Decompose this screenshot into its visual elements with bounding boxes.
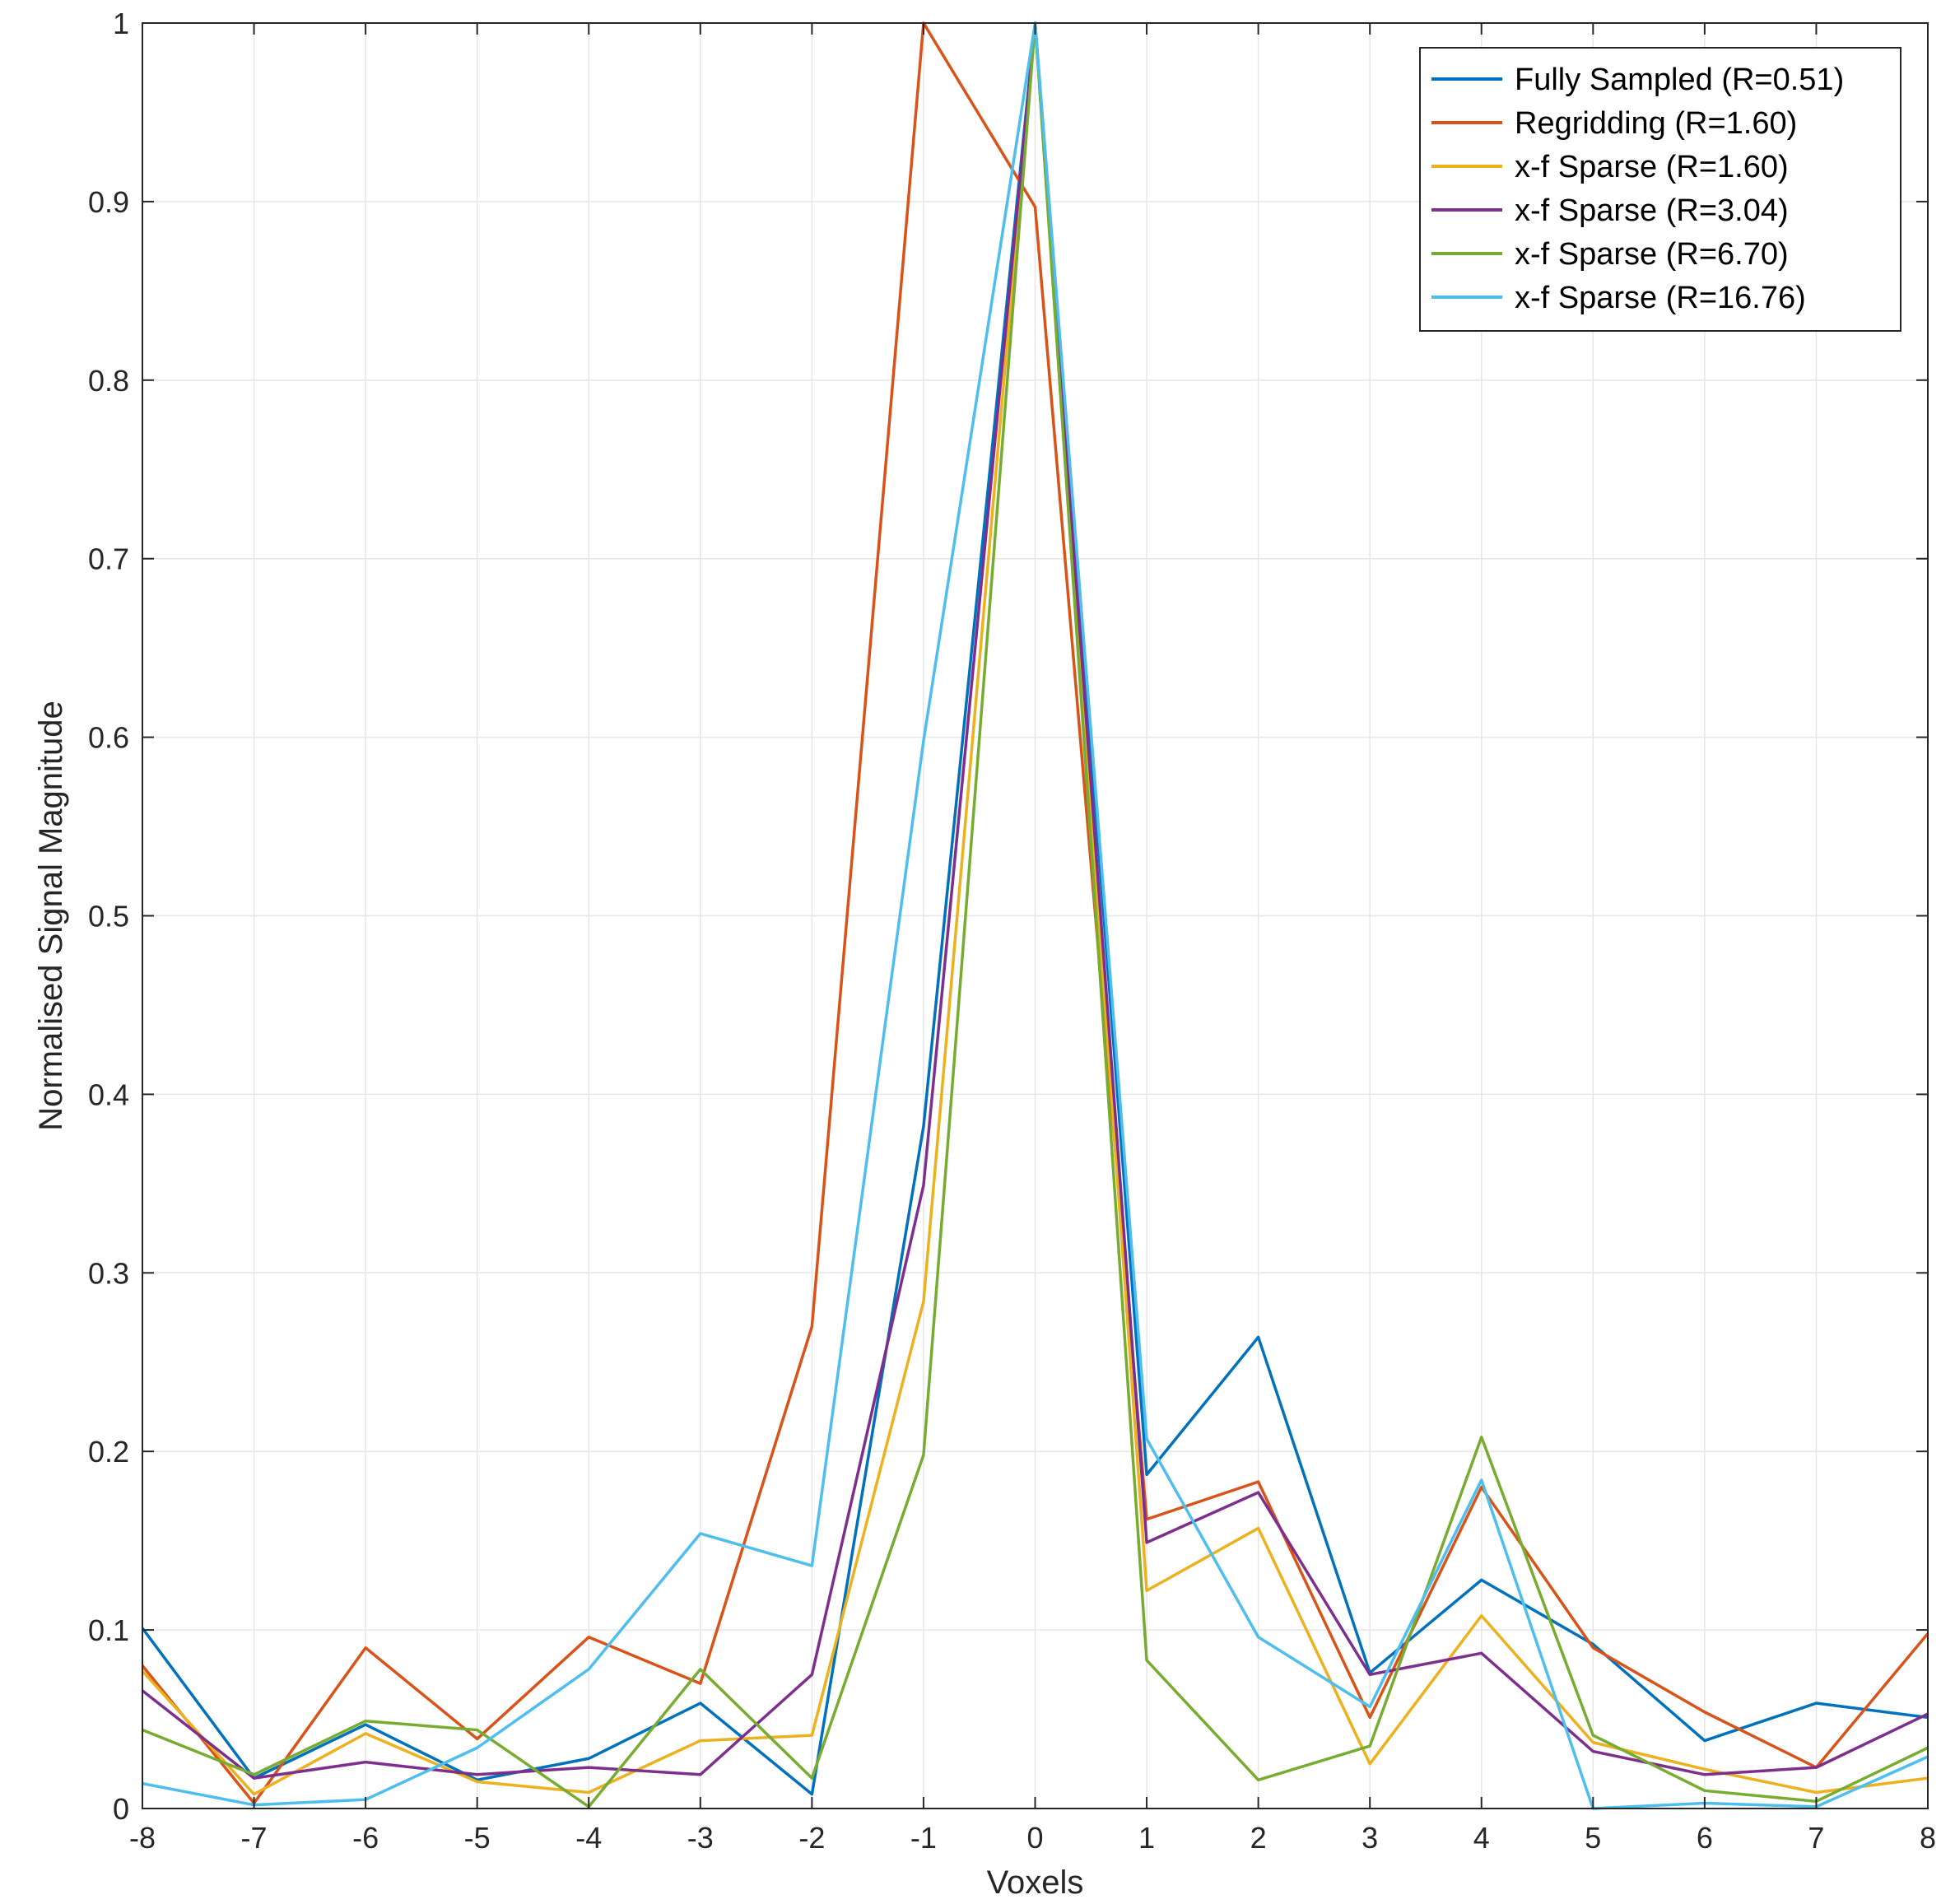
- x-tick-label: 4: [1473, 1821, 1490, 1855]
- x-tick-label: -7: [241, 1821, 268, 1855]
- legend-box: [1419, 47, 1901, 332]
- x-tick-label: 5: [1585, 1821, 1601, 1855]
- y-tick-label: 1: [113, 7, 129, 40]
- y-tick-label: 0.8: [88, 364, 129, 398]
- y-tick-label: 0.6: [88, 721, 129, 755]
- x-tick-label: -6: [352, 1821, 379, 1855]
- x-tick-label: -2: [798, 1821, 825, 1855]
- x-tick-label: 3: [1362, 1821, 1378, 1855]
- x-tick-label: -8: [129, 1821, 156, 1855]
- x-tick-label: 0: [1026, 1821, 1043, 1855]
- legend-label-fully-sampled-r-0-51: Fully Sampled (R=0.51): [1515, 63, 1844, 97]
- y-tick-label: 0.1: [88, 1613, 129, 1647]
- x-tick-label: 8: [1920, 1821, 1936, 1855]
- legend-label-x-f-sparse-r-6-70: x-f Sparse (R=6.70): [1515, 237, 1789, 272]
- ticks: -8 -7 -6 -5 -4 -3 -2 -1 0 1 2 3 4 5 6 7 8 0 0.1 0.2 0.3 0.4 0.…: [88, 7, 1936, 1855]
- legend-label-regridding-r-1-60: Regridding (R=1.60): [1515, 106, 1797, 141]
- x-tick-label: -4: [575, 1821, 602, 1855]
- x-tick-label: 7: [1808, 1821, 1824, 1855]
- x-tick-label: -5: [464, 1821, 491, 1855]
- y-tick-label: 0.4: [88, 1078, 129, 1111]
- y-tick-label: 0: [113, 1792, 129, 1826]
- y-tick-label: 0.9: [88, 185, 129, 219]
- legend: Fully Sampled (R=0.51) Regridding (R=1.60…: [1419, 47, 1901, 332]
- x-tick-label: 1: [1138, 1821, 1155, 1855]
- legend-label-x-f-sparse-r-3-04: x-f Sparse (R=3.04): [1515, 193, 1789, 228]
- y-tick-label: 0.3: [88, 1256, 129, 1290]
- x-tick-label: -3: [687, 1821, 714, 1855]
- y-tick-label: 0.7: [88, 542, 129, 576]
- legend-label-x-f-sparse-r-1-60: x-f Sparse (R=1.60): [1515, 150, 1789, 184]
- series-line-regridding-r-1-60: [141, 21, 1929, 1805]
- y-tick-label: 0.2: [88, 1435, 129, 1469]
- x-axis-label: Voxels: [987, 1864, 1084, 1901]
- grid: [142, 22, 1929, 1809]
- x-tick-label: 2: [1250, 1821, 1267, 1855]
- legend-label-x-f-sparse-r-16-76: x-f Sparse (R=16.76): [1515, 281, 1806, 315]
- x-tick-label: -1: [910, 1821, 937, 1855]
- x-tick-label: 6: [1697, 1821, 1713, 1855]
- y-axis-label: Normalised Signal Magnitude: [33, 701, 69, 1131]
- y-tick-label: 0.5: [88, 900, 129, 933]
